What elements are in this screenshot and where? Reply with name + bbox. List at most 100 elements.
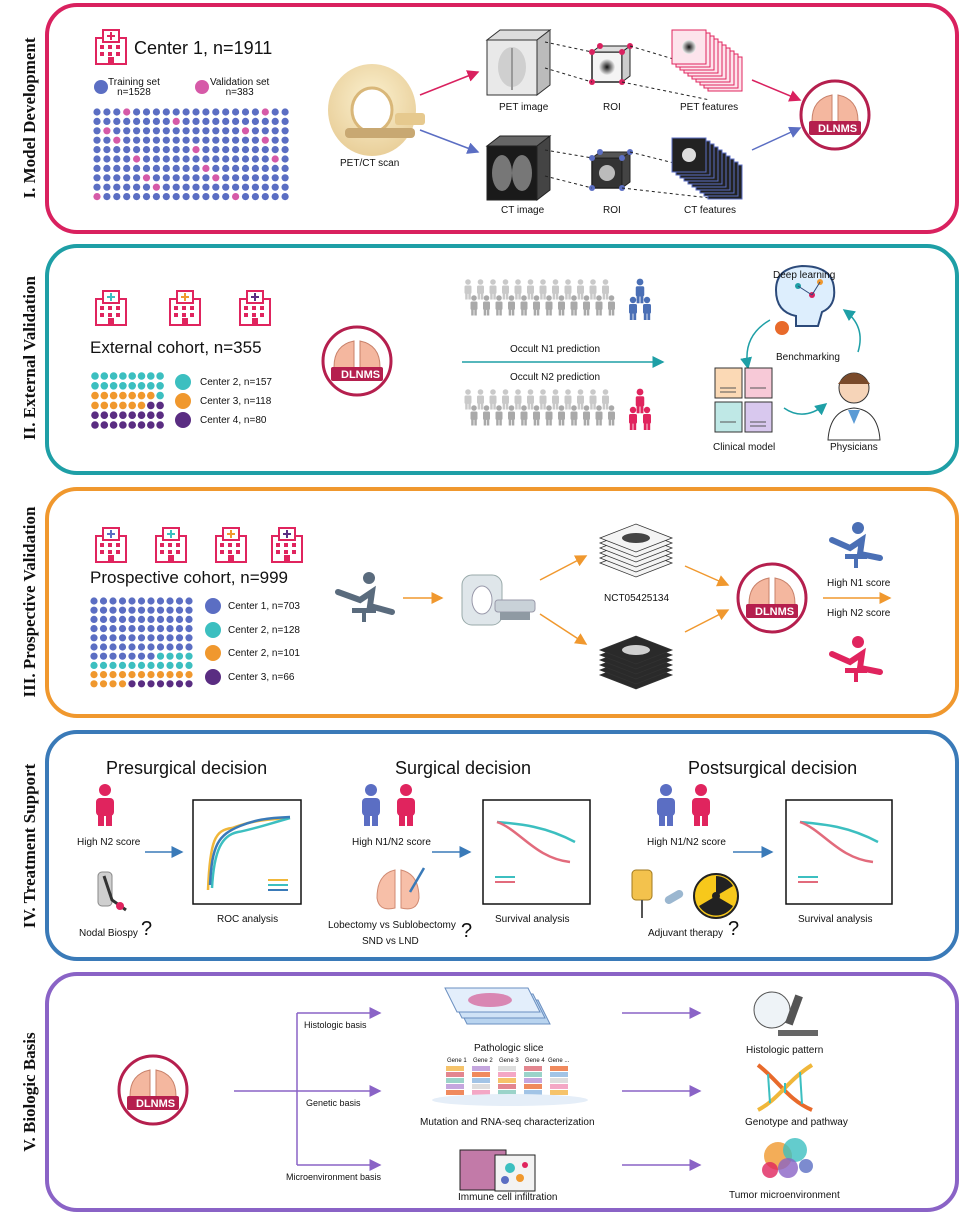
dot bbox=[212, 136, 220, 144]
dot bbox=[103, 193, 111, 201]
dot bbox=[119, 391, 127, 400]
dot bbox=[166, 597, 174, 605]
dot bbox=[261, 108, 269, 116]
dot bbox=[123, 108, 131, 116]
surgical-title: Surgical decision bbox=[395, 758, 532, 778]
dot bbox=[93, 146, 101, 154]
dot bbox=[212, 174, 220, 182]
physician-icon bbox=[827, 372, 881, 441]
dot bbox=[137, 411, 146, 420]
dot bbox=[185, 625, 193, 633]
dot bbox=[109, 421, 118, 429]
dot bbox=[91, 421, 99, 429]
dot bbox=[281, 183, 289, 191]
dot bbox=[147, 652, 155, 660]
dot bbox=[137, 606, 146, 614]
dot bbox=[90, 606, 98, 614]
dot bbox=[118, 597, 127, 605]
dot bbox=[91, 372, 99, 380]
dot bbox=[175, 661, 184, 670]
dot bbox=[271, 146, 279, 154]
dot bbox=[261, 117, 269, 125]
dot bbox=[202, 108, 210, 116]
patient-chair-icon-1 bbox=[335, 572, 395, 622]
dot bbox=[241, 155, 250, 163]
dot bbox=[123, 164, 131, 172]
dot bbox=[137, 671, 146, 679]
hospital-icon-8 bbox=[271, 527, 303, 563]
dot bbox=[99, 661, 108, 670]
section-title-5: V. Biologic Basis bbox=[20, 1032, 39, 1152]
dot bbox=[128, 401, 136, 410]
dot bbox=[175, 680, 184, 688]
dot bbox=[93, 164, 101, 172]
dot bbox=[182, 127, 190, 135]
survival-plot-1 bbox=[482, 799, 591, 905]
dot bbox=[212, 155, 220, 163]
dot bbox=[175, 671, 184, 679]
dot bbox=[222, 174, 230, 182]
dot bbox=[109, 411, 118, 420]
dot bbox=[175, 625, 184, 633]
dot bbox=[261, 174, 269, 182]
dot bbox=[137, 652, 146, 660]
dot bbox=[166, 643, 174, 651]
dot bbox=[281, 108, 289, 116]
dot bbox=[118, 671, 127, 679]
dot bbox=[128, 661, 136, 670]
dot bbox=[113, 108, 121, 116]
dot bbox=[162, 108, 170, 116]
dot bbox=[192, 127, 200, 135]
dot bbox=[162, 136, 170, 144]
dot bbox=[271, 193, 279, 201]
dot bbox=[185, 652, 193, 660]
dot bbox=[172, 136, 180, 144]
dot bbox=[137, 391, 146, 400]
dot bbox=[90, 625, 98, 633]
prospective-cohort-label: Prospective cohort, n=999 bbox=[90, 568, 288, 587]
dot bbox=[222, 108, 230, 116]
postsurgical-title: Postsurgical decision bbox=[688, 758, 858, 778]
dot bbox=[162, 146, 170, 154]
pet-features-stack bbox=[671, 29, 743, 92]
dot bbox=[100, 372, 109, 380]
dot bbox=[152, 174, 160, 182]
training-validation-dot-grid bbox=[93, 108, 289, 201]
dot bbox=[99, 625, 108, 633]
dot bbox=[133, 108, 141, 116]
dot bbox=[123, 193, 131, 201]
presurgical-title: Presurgical decision bbox=[106, 758, 268, 778]
dot bbox=[271, 127, 279, 135]
dot bbox=[147, 634, 155, 642]
dot bbox=[192, 117, 200, 125]
dot bbox=[113, 174, 121, 182]
iv-bag-icon bbox=[631, 869, 684, 918]
hospital-icon-3 bbox=[169, 290, 201, 326]
dot bbox=[232, 193, 240, 201]
dot bbox=[182, 136, 190, 144]
dot bbox=[222, 193, 230, 201]
dot bbox=[175, 652, 184, 660]
dot bbox=[99, 606, 108, 614]
dot bbox=[241, 108, 250, 116]
dot bbox=[137, 372, 146, 380]
dot bbox=[128, 391, 136, 400]
genotype-label: Genotype and pathway bbox=[745, 1117, 848, 1128]
dot bbox=[232, 108, 240, 116]
pro-legend-1: Center 1, n=703 bbox=[228, 601, 300, 612]
dot bbox=[271, 108, 279, 116]
dot bbox=[202, 155, 210, 163]
n2-family-icon bbox=[629, 388, 651, 430]
dot bbox=[185, 680, 193, 688]
dot bbox=[137, 615, 146, 624]
clinical-model-icon bbox=[714, 367, 773, 433]
dot bbox=[99, 652, 108, 660]
ct-roi-label: ROI bbox=[603, 205, 621, 216]
dot bbox=[128, 411, 136, 420]
dot bbox=[128, 652, 136, 660]
ext-legend-1: Center 2, n=157 bbox=[200, 377, 272, 388]
pet-image-label: PET image bbox=[499, 102, 549, 113]
hospital-icon-6 bbox=[155, 527, 187, 563]
dot bbox=[172, 108, 180, 116]
dot bbox=[271, 174, 279, 182]
